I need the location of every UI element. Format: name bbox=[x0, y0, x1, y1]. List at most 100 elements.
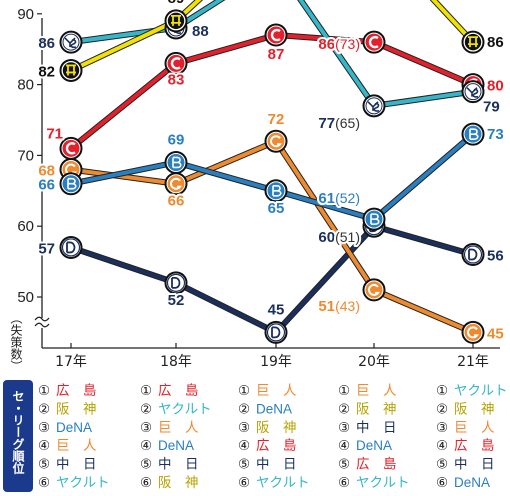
hanshin-value-label: 86 bbox=[487, 34, 504, 51]
giants-logo-mark bbox=[270, 135, 283, 148]
series-markers bbox=[59, 9, 485, 344]
giants-value-label: 68 bbox=[38, 163, 55, 180]
standings-rank-badge: ② bbox=[38, 401, 50, 416]
giants-value-label: 51(43) bbox=[318, 298, 360, 315]
chunichi-value-label: 60(51) bbox=[318, 229, 360, 246]
standings-title: セ・リーグ順位 bbox=[11, 390, 25, 475]
dragons-logo-mark bbox=[271, 326, 281, 339]
yakult-value-label: 77(65) bbox=[318, 115, 360, 132]
standings-team-name: 中 日 bbox=[56, 457, 97, 472]
dragons-logo-icon bbox=[461, 243, 485, 267]
giants-logo-icon bbox=[362, 278, 386, 302]
standings-rank-badge: ③ bbox=[338, 420, 350, 435]
x-tick-label: 18年 bbox=[160, 354, 192, 370]
y-axis-label: （失策数） bbox=[9, 312, 23, 372]
data-labels: 57524560(51)5668667251(43)4566696561(52)… bbox=[36, 0, 505, 344]
standings-rank-badge: ③ bbox=[238, 420, 250, 435]
standings-team-name: 中 日 bbox=[356, 420, 397, 435]
yakult-value-label: 79 bbox=[483, 99, 500, 116]
giants-logo-disc bbox=[365, 281, 383, 299]
standings-title-box bbox=[3, 380, 33, 492]
standings-rank-badge: ⑤ bbox=[436, 457, 448, 472]
giants-logo-mark bbox=[467, 326, 480, 339]
dena-logo-mark bbox=[67, 177, 77, 190]
dragons-logo-mark bbox=[171, 276, 181, 289]
standings-team-name: 広 島 bbox=[454, 438, 495, 453]
standings-rank-badge: ① bbox=[238, 383, 250, 398]
dena-value-label: 65 bbox=[268, 200, 285, 217]
standings-rank-badge: ④ bbox=[338, 438, 350, 453]
standings-rank-badge: ③ bbox=[140, 420, 152, 435]
standings-team-name: 巨 人 bbox=[158, 420, 199, 435]
axis-break-mark bbox=[34, 316, 50, 328]
standings-team-name: DeNA bbox=[454, 475, 490, 490]
dena-logo-icon bbox=[362, 207, 386, 231]
dena-value-label: 73 bbox=[487, 126, 504, 143]
dena-logo-icon bbox=[461, 122, 485, 146]
hiroshima-value-label: 80 bbox=[487, 78, 504, 95]
standings-team-name: 広 島 bbox=[256, 438, 297, 453]
carp-logo-disc bbox=[167, 54, 185, 72]
dena-logo-icon bbox=[164, 150, 188, 174]
standings-rank-badge: ① bbox=[140, 383, 152, 398]
standings-rank-badge: ② bbox=[338, 401, 350, 416]
giants-logo-disc bbox=[267, 132, 285, 150]
standings-team-name: 中 日 bbox=[158, 457, 199, 472]
standings-team-name: 阪 神 bbox=[356, 401, 397, 416]
dena-value-label: 66 bbox=[38, 177, 55, 194]
yakult-logo-mark bbox=[64, 37, 77, 49]
giants-logo-icon bbox=[164, 172, 188, 196]
carp-logo-mark bbox=[65, 142, 76, 155]
yakult-value-label: 86 bbox=[38, 35, 55, 52]
yakult-line bbox=[70, 0, 474, 108]
chunichi-value-label: 57 bbox=[38, 240, 55, 257]
yakult-logo-icon bbox=[362, 94, 386, 118]
dena-logo-icon bbox=[264, 179, 288, 203]
carp-logo-mark bbox=[270, 28, 281, 42]
standings-rank-badge: ① bbox=[38, 383, 50, 398]
dragons-logo-disc bbox=[266, 323, 286, 342]
hanshin-logo-icon bbox=[59, 58, 83, 82]
standings-team-name: 巨 人 bbox=[356, 383, 397, 398]
standings-rank-badge: ⑥ bbox=[140, 475, 152, 490]
dena-logo-mark bbox=[172, 156, 182, 169]
dragons-logo-disc bbox=[166, 273, 186, 292]
dena-logo-mark bbox=[469, 128, 479, 140]
yakult-value-label: 88 bbox=[192, 23, 209, 40]
standings-rank-badge: ③ bbox=[436, 420, 448, 435]
carp-logo-icon bbox=[164, 51, 188, 75]
dena-logo-mark bbox=[370, 213, 380, 225]
standings-rank-badge: ⑥ bbox=[38, 475, 50, 490]
giants-logo-icon bbox=[461, 320, 485, 344]
hiroshima-value-label: 86(73) bbox=[318, 36, 360, 53]
giants-logo-disc bbox=[464, 323, 482, 341]
x-tick-label: 19年 bbox=[260, 354, 292, 370]
dragons-logo-icon bbox=[264, 320, 288, 344]
carp-logo-disc bbox=[267, 26, 285, 44]
carp-logo-disc bbox=[365, 33, 383, 51]
carp-logo-icon bbox=[264, 23, 288, 47]
yakult-logo-mark bbox=[466, 87, 479, 98]
giants-value-label: 72 bbox=[268, 111, 285, 128]
y-tick-label: 80 bbox=[17, 77, 34, 94]
hanshin-logo-icon bbox=[461, 30, 485, 54]
chunichi-value-label: 45 bbox=[268, 301, 285, 318]
standings-rank-badge: ⑤ bbox=[338, 457, 350, 472]
standings-rank-badge: ③ bbox=[38, 420, 50, 435]
dragons-logo-disc bbox=[61, 238, 81, 257]
dragons-logo-mark bbox=[66, 241, 76, 254]
giants-logo-disc bbox=[167, 175, 185, 193]
standings-team-name: 広 島 bbox=[158, 383, 199, 398]
standings-team-name: 広 島 bbox=[356, 457, 397, 472]
hiroshima-value-label: 87 bbox=[268, 46, 285, 63]
standings-team-name: 巨 人 bbox=[454, 420, 495, 435]
hiroshima-note-label: (73) bbox=[335, 36, 360, 52]
dena-value-label: 61(52) bbox=[318, 190, 360, 207]
dena-logo-mark bbox=[272, 185, 282, 197]
hanshin-value-label: 89 bbox=[168, 0, 185, 7]
x-tick-label: 17年 bbox=[55, 354, 87, 370]
standings-team-name: 阪 神 bbox=[454, 401, 495, 416]
hanshin-logo-mark bbox=[66, 64, 76, 76]
